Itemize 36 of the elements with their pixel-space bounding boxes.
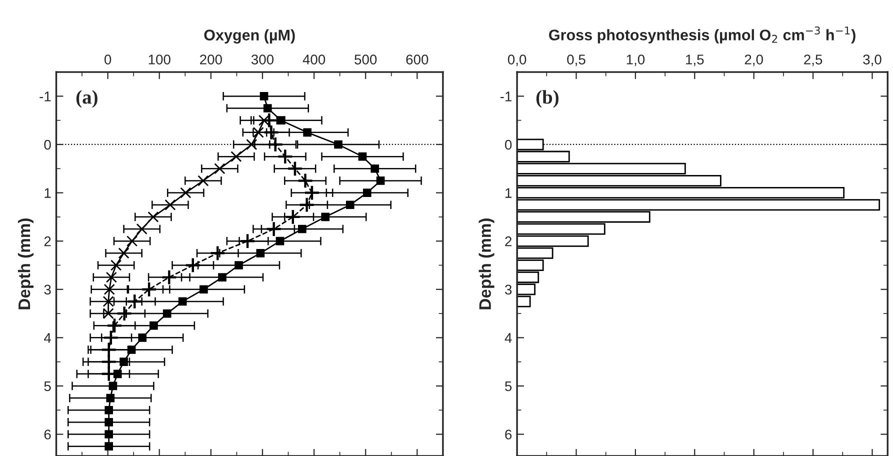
y-axis-title: Depth (mm) [478, 218, 494, 310]
annotation: (b) [536, 90, 558, 108]
y-tick-label: 2 [505, 236, 512, 246]
x-tick-label: 200 [200, 54, 222, 64]
y-tick-label: -1 [40, 92, 51, 102]
x-tick-label: 500 [354, 54, 377, 64]
y-tick-label: 5 [44, 381, 51, 392]
x-tick-label: 0,0 [508, 54, 526, 66]
x-tick-label: 2,0 [744, 54, 763, 66]
x-axis-title: Oxygen (µM) [204, 29, 295, 44]
x-tick-label: 3,0 [863, 54, 882, 66]
x-tick-label: 600 [406, 54, 428, 64]
annotation: (a) [76, 90, 98, 108]
x-axis-title: Gross photosynthesis (µmol O$_{2}$ cm$^{−3}$ h$^{−1}$) [549, 26, 856, 44]
y-axis-title: Depth (mm) [18, 218, 34, 310]
y-tick-label: 0 [505, 140, 512, 150]
y-tick-label: 6 [44, 430, 51, 440]
y-tick-label: 3 [504, 284, 512, 295]
y-tick-label: 6 [505, 430, 512, 440]
x-tick-label: 1,0 [626, 54, 645, 66]
x-tick-label: 0 [104, 54, 112, 64]
y-tick-label: 2 [44, 236, 51, 246]
y-tick-label: 4 [44, 333, 51, 343]
y-tick-label: 0 [44, 140, 51, 150]
y-tick-label: 1 [44, 188, 51, 198]
x-tick-label: 2,5 [804, 54, 822, 66]
x-tick-label: 1,5 [686, 54, 704, 66]
y-tick-label: -1 [500, 92, 512, 102]
x-tick-label: 100 [148, 54, 170, 64]
y-tick-label: 1 [506, 188, 512, 198]
x-tick-label: 0,5 [567, 54, 586, 66]
y-tick-label: 5 [505, 381, 512, 392]
x-tick-label: 400 [302, 54, 326, 64]
x-tick-label: 300 [251, 54, 274, 64]
y-tick-label: 3 [44, 284, 51, 295]
y-tick-label: 4 [504, 333, 512, 343]
